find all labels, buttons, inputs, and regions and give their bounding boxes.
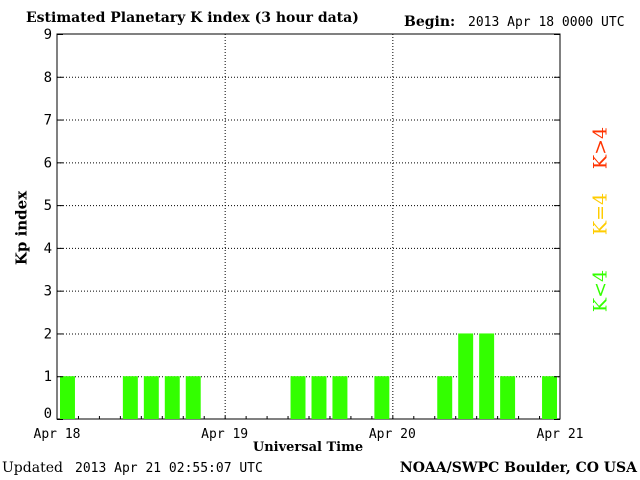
y-tick-label: 3 <box>44 284 52 300</box>
y-tick-label: 4 <box>44 241 52 257</box>
kp-bar <box>122 376 138 419</box>
kp-bar <box>500 376 516 419</box>
y-tick-label: 2 <box>44 326 52 342</box>
kp-bar <box>290 376 306 419</box>
x-tick-label: Apr 21 <box>537 427 584 442</box>
x-tick-labels: Apr 18 Apr 19 Apr 20 Apr 21 <box>34 427 584 442</box>
kp-bar <box>479 333 495 419</box>
kp-bar <box>458 333 474 419</box>
legend-k-above-4: K>4 <box>589 126 612 170</box>
x-tick-label: Apr 20 <box>369 427 416 442</box>
plot-frame <box>56 33 561 420</box>
kp-bar <box>437 376 453 419</box>
legend-k-equal-4: K=4 <box>589 192 612 236</box>
x-tick-label: Apr 18 <box>34 427 81 442</box>
kp-bar <box>143 376 159 419</box>
kp-bar <box>542 376 557 419</box>
tick-marks <box>57 34 560 420</box>
y-axis-label: Kp index <box>12 190 31 266</box>
y-tick-label: 7 <box>44 113 52 129</box>
y-tick-label: 5 <box>44 198 52 214</box>
bars <box>60 333 557 419</box>
y-tick-labels: 0 1 2 3 4 5 6 7 8 9 <box>44 27 52 422</box>
updated-label: Updated <box>2 460 63 476</box>
y-tick-label: 8 <box>44 70 52 86</box>
kp-bar <box>185 376 201 419</box>
y-tick-label: 1 <box>44 369 52 385</box>
grid-lines <box>57 34 560 419</box>
legend-k-below-4: K<4 <box>589 269 612 313</box>
updated-timestamp: 2013 Apr 21 02:55:07 UTC <box>75 461 263 476</box>
begin-label: Begin: <box>404 14 456 30</box>
kp-bar <box>164 376 180 419</box>
y-tick-label: 0 <box>44 406 52 422</box>
kp-bar <box>374 376 390 419</box>
kp-bar <box>60 376 75 419</box>
kp-bar <box>311 376 327 419</box>
y-tick-label: 6 <box>44 155 52 171</box>
x-axis-label: Universal Time <box>252 440 364 455</box>
begin-value: 2013 Apr 18 0000 UTC <box>468 15 625 30</box>
kp-bar <box>332 376 348 419</box>
y-tick-label: 9 <box>44 27 52 43</box>
chart-title: Estimated Planetary K index (3 hour data… <box>26 10 359 26</box>
x-tick-label: Apr 19 <box>201 427 248 442</box>
source-credit: NOAA/SWPC Boulder, CO USA <box>399 460 637 476</box>
